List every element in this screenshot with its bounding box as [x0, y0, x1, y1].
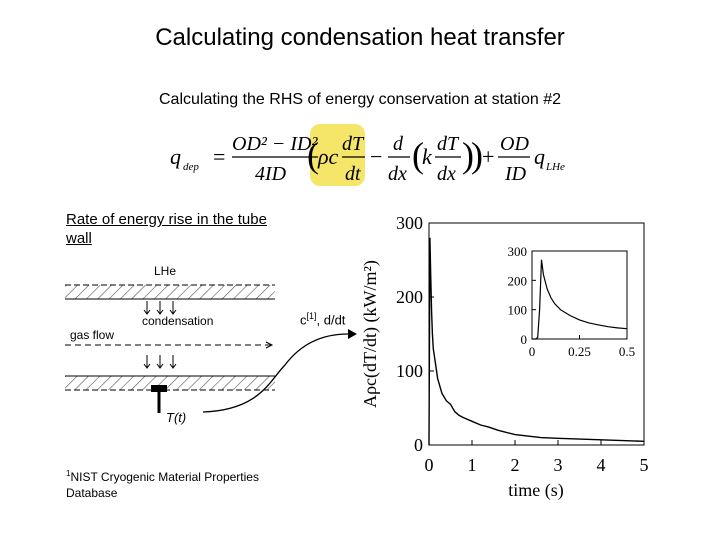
tube-wall-bottom — [65, 376, 275, 390]
y-tick-label: 0 — [414, 435, 423, 455]
eq-k: k — [422, 144, 433, 169]
reference-label: c[1], d/dt — [300, 311, 346, 328]
curved-arrow — [202, 329, 357, 413]
sensor-label: T(t) — [166, 410, 187, 425]
tube-wall-top — [65, 285, 275, 299]
eq-dx: dx — [388, 163, 407, 185]
x-tick-label: 4 — [597, 455, 606, 475]
inset-y-tick-label: 0 — [521, 332, 528, 347]
eq-dt: dt — [345, 163, 361, 185]
y-tick-label: 300 — [396, 213, 423, 233]
equation-highlight — [310, 124, 365, 186]
eq-dx-2: dx — [437, 163, 456, 185]
inset-y-tick-label: 200 — [508, 273, 528, 288]
x-tick-label: 3 — [554, 455, 563, 475]
eq-id: ID — [504, 163, 527, 185]
eq-paren-open-2: ( — [412, 135, 424, 175]
eq-od: OD — [500, 133, 529, 155]
inset-series-line — [532, 259, 628, 340]
eq-paren-open: ( — [307, 135, 319, 175]
y-tick-label: 200 — [396, 287, 423, 307]
eq-frac1-num: OD² − ID² — [232, 133, 318, 155]
eq-minus: − — [370, 144, 382, 169]
y-tick-label: 100 — [396, 361, 423, 381]
series-line — [428, 237, 645, 446]
x-tick-label: 0 — [425, 455, 434, 475]
eq-lhs: q — [170, 144, 181, 169]
inset-x-tick-label: 0.5 — [619, 344, 635, 359]
heat-flux-chart: 0 100 200 300 0 1 2 3 4 5 Aρc(dT/dt) (kW/m²) tim… — [360, 213, 649, 501]
eq-q-sub: LHe — [545, 161, 565, 173]
eq-plus: + — [482, 144, 494, 169]
eq-q: q — [534, 144, 545, 169]
inset-frame — [531, 250, 628, 340]
x-tick-label: 2 — [511, 455, 520, 475]
inset-x-tick-label: 0.25 — [568, 344, 591, 359]
eq-rhoc: ρc — [317, 144, 339, 169]
eq-dT: dT — [342, 133, 365, 155]
eq-dT-2: dT — [437, 133, 460, 155]
eq-paren-close-2: ) — [462, 135, 474, 175]
x-tick-label: 1 — [468, 455, 477, 475]
eq-equals: = — [213, 144, 225, 169]
eq-d: d — [393, 133, 404, 155]
condensation-arrows-bottom — [143, 355, 177, 369]
condensation-label: condensation — [142, 314, 213, 328]
page-title: Calculating condensation heat transfer — [155, 24, 565, 51]
gas-flow-label: gas flow — [70, 328, 114, 342]
y-axis-label: Aρc(dT/dt) (kW/m²) — [360, 260, 381, 408]
lhe-label: LHe — [154, 264, 176, 278]
eq-lhs-sub: dep — [183, 161, 199, 173]
inset-y-tick-label: 300 — [508, 244, 528, 259]
inset-x-tick-label: 0 — [529, 344, 536, 359]
inset-y-tick-label: 100 — [508, 303, 528, 318]
footnote: 1NIST Cryogenic Material Properties Data… — [66, 469, 259, 500]
condensation-arrows-top — [143, 301, 177, 315]
energy-equation: q dep = OD² − ID² 4ID ( ρc dT dt − d dx … — [170, 124, 565, 186]
eq-paren-close: ) — [471, 135, 483, 175]
x-axis-label: time (s) — [508, 480, 564, 501]
eq-frac1-den: 4ID — [255, 163, 287, 185]
temperature-sensor — [151, 385, 167, 392]
page-subtitle: Calculating the RHS of energy conservati… — [158, 91, 561, 108]
x-tick-label: 5 — [640, 455, 649, 475]
rate-label: Rate of energy rise in the tube wall — [66, 211, 267, 247]
tube-schematic: LHe condensation gas flow — [65, 264, 275, 413]
